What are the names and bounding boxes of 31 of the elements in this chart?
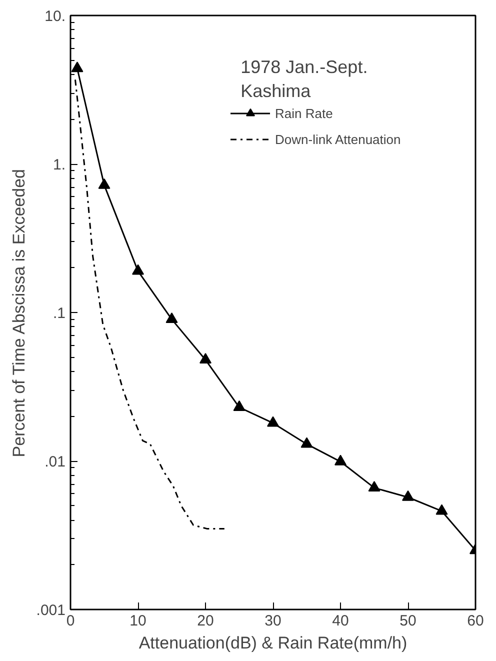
- x-tick-label: 10: [130, 612, 146, 630]
- point: [71, 62, 84, 72]
- y-tick-label: 1.: [52, 156, 66, 174]
- point: [334, 454, 346, 466]
- y-tick-label: 10.: [44, 8, 66, 25]
- x-tick-label: 60: [467, 612, 484, 630]
- point: [436, 504, 448, 515]
- point: [200, 352, 212, 364]
- point: [98, 178, 110, 189]
- y-tick-label: .001: [36, 602, 66, 619]
- legend-label: Rain Rate: [275, 106, 333, 120]
- legend-label: Down-link Attenuation: [275, 132, 401, 146]
- point: [300, 437, 313, 448]
- point: [402, 490, 414, 501]
- point: [368, 480, 380, 492]
- annotation: Kashima: [240, 80, 312, 101]
- y-axis-title: Percent of Time Abscissa is Exceeded: [9, 169, 28, 458]
- x-tick-label: 40: [332, 612, 349, 630]
- point: [132, 264, 144, 275]
- x-tick-label: 0: [66, 612, 75, 630]
- x-axis-title: Attenuation(dB) & Rain Rate(mm/h): [138, 634, 408, 652]
- point: [267, 416, 279, 427]
- point: [233, 400, 246, 411]
- point: [166, 312, 178, 323]
- line-series: [74, 78, 226, 530]
- x-tick-label: 50: [400, 612, 416, 630]
- y-tick-label: .01: [44, 454, 66, 470]
- x-tick-label: 30: [264, 612, 282, 630]
- y-tick-label: .1: [52, 305, 66, 322]
- x-tick-label: 20: [197, 612, 214, 630]
- annotation: 1978 Jan.-Sept.: [240, 57, 368, 78]
